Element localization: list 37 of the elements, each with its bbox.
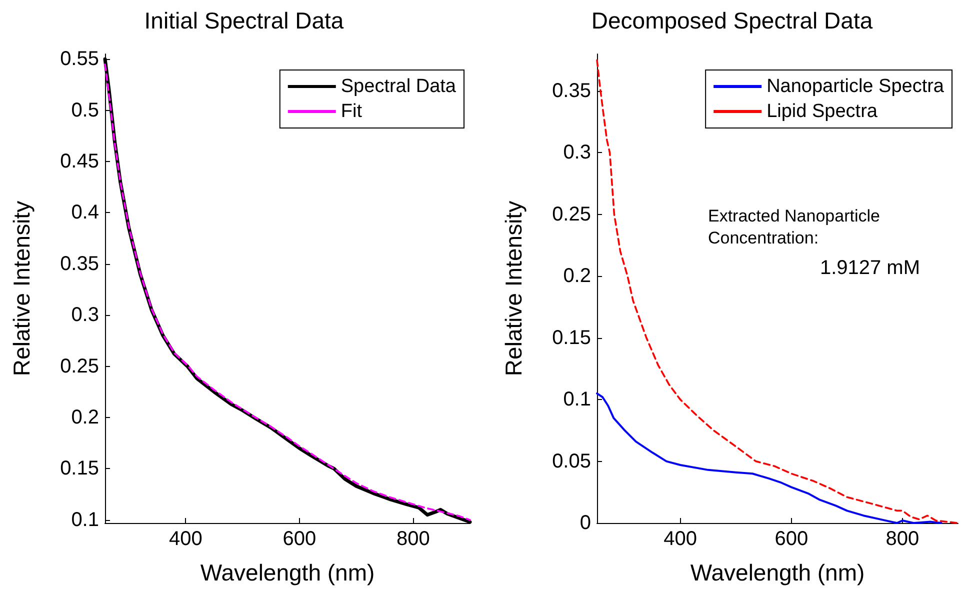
line-series <box>596 392 942 524</box>
y-tick-label: 0.55 <box>60 48 99 70</box>
chart-title: Initial Spectral Data <box>144 8 344 34</box>
x-tick-label: 400 <box>664 528 697 550</box>
y-tick-label: 0.25 <box>552 203 591 226</box>
legend-label: Nanoparticle Spectra <box>766 76 944 97</box>
y-tick-label: 0.25 <box>60 355 99 378</box>
y-tick-label: 0.15 <box>552 326 591 349</box>
y-tick-label: 0.35 <box>60 252 99 275</box>
y-tick-label: 0.4 <box>71 202 99 224</box>
y-tick-label: 0.15 <box>60 458 99 480</box>
y-tick-label: 0.5 <box>71 99 99 122</box>
y-tick-label: 0.3 <box>563 142 591 164</box>
y-tick-label: 0.2 <box>563 265 591 288</box>
x-axis-title: Wavelength (nm) <box>200 560 375 586</box>
chart-title: Decomposed Spectral Data <box>591 8 873 34</box>
y-axis-title: Relative Intensity <box>8 200 34 376</box>
x-tick-label: 800 <box>396 528 430 550</box>
y-tick-label: 0.3 <box>71 304 99 326</box>
y-tick-label: 0.1 <box>71 508 99 531</box>
y-tick-label: 0.45 <box>60 150 99 173</box>
y-tick-label: 0.35 <box>552 80 591 102</box>
x-tick-label: 400 <box>169 528 202 550</box>
x-tick-label: 600 <box>774 528 808 550</box>
x-axis-title: Wavelength (nm) <box>690 560 865 586</box>
y-tick-label: 0 <box>580 512 591 534</box>
legend-label: Lipid Spectra <box>766 101 878 122</box>
annotation: Extracted Nanoparticle Concentration: <box>708 206 880 248</box>
y-tick-label: 0.05 <box>552 450 591 472</box>
x-tick-label: 600 <box>282 528 316 550</box>
x-tick-label: 800 <box>886 528 920 550</box>
legend-label: Fit <box>340 101 363 122</box>
y-tick-label: 0.1 <box>563 388 591 411</box>
annotation: 1.9127 mM <box>820 257 920 279</box>
y-tick-label: 0.2 <box>71 406 99 429</box>
y-axis-title: Relative Intensity <box>500 200 526 376</box>
legend-label: Spectral Data <box>340 76 456 97</box>
